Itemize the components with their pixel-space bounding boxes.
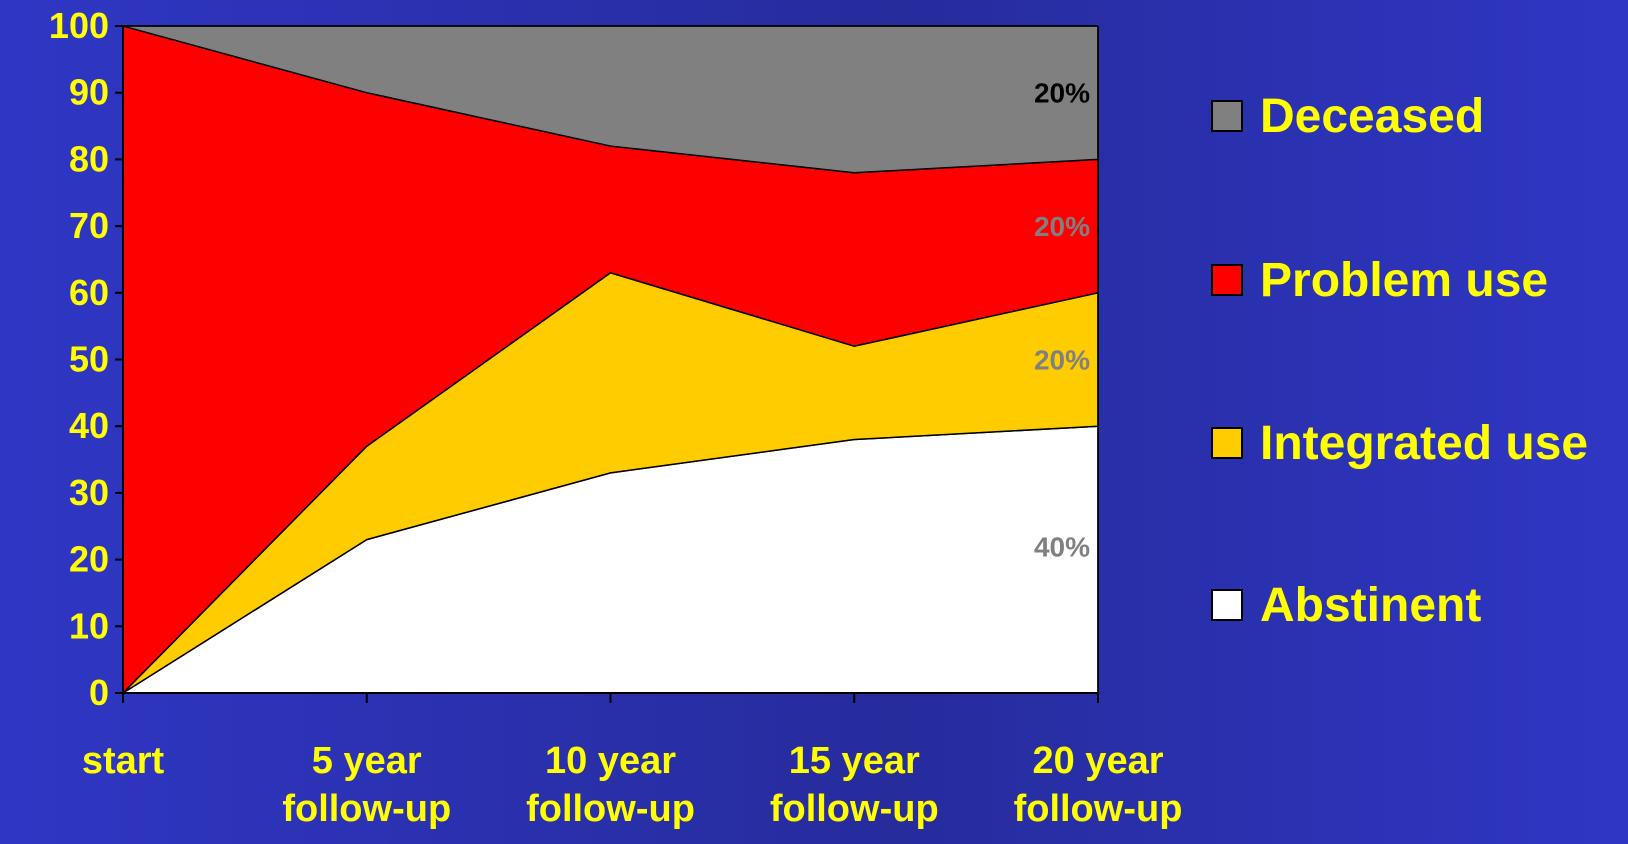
x-tick-label-line: follow-up (282, 788, 451, 830)
x-tick-label-line: follow-up (1014, 788, 1183, 830)
y-tick-label-80: 80 (69, 138, 109, 179)
x-tick-label-line: 10 year (545, 740, 676, 782)
legend-swatch-deceased (1211, 100, 1243, 132)
x-tick-label-line: start (82, 740, 165, 782)
x-tick-label-3: 15 year follow-up (770, 740, 939, 830)
x-tick-label-line: 5 year (312, 740, 422, 782)
y-tick-label-40: 40 (69, 405, 109, 446)
x-tick-label-2: 10 year follow-up (526, 740, 695, 830)
percent-annotation-2: 20% (1034, 345, 1090, 376)
y-tick-label-60: 60 (69, 272, 109, 313)
x-tick-label-line: follow-up (526, 788, 695, 830)
y-tick-label-10: 10 (69, 605, 109, 646)
legend-label-problem-use: Problem use (1260, 254, 1548, 307)
x-tick-label-4: 20 year follow-up (1014, 740, 1183, 830)
legend-label-abstinent: Abstinent (1260, 579, 1481, 632)
y-tick-label-70: 70 (69, 205, 109, 246)
x-tick-label-line: 15 year (789, 740, 920, 782)
legend-swatch-integrated-use (1211, 427, 1243, 459)
legend-swatch-problem-use (1211, 264, 1243, 296)
legend-label-integrated-use: Integrated use (1260, 417, 1588, 470)
x-tick-label-line: follow-up (770, 788, 939, 830)
percent-annotation-1: 20% (1034, 211, 1090, 242)
x-tick-label-1: 5 year follow-up (282, 740, 451, 830)
percent-annotation-0: 20% (1034, 78, 1090, 109)
y-tick-label-100: 100 (49, 5, 109, 46)
x-tick-label-line: 20 year (1032, 740, 1163, 782)
y-tick-label-20: 20 (69, 539, 109, 580)
y-tick-label-0: 0 (89, 672, 109, 713)
y-tick-label-30: 30 (69, 472, 109, 513)
legend-label-deceased: Deceased (1260, 90, 1484, 143)
y-tick-label-50: 50 (69, 339, 109, 380)
percent-annotation-3: 40% (1034, 531, 1090, 562)
x-tick-label-0: start (82, 740, 165, 782)
legend-swatch-abstinent (1211, 589, 1243, 621)
y-tick-label-90: 90 (69, 72, 109, 113)
